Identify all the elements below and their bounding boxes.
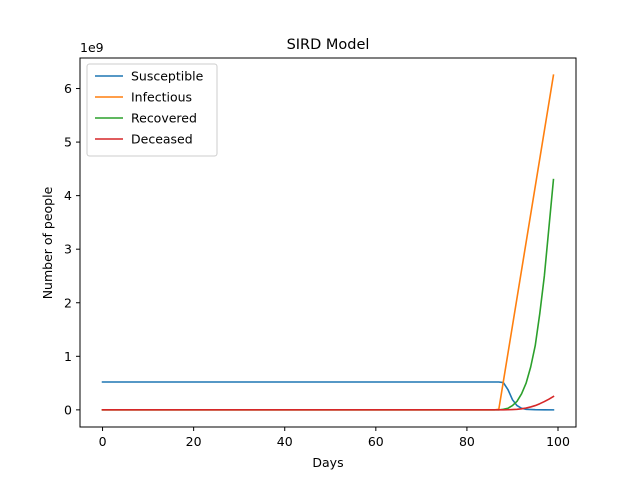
y-tick-label: 5 — [64, 135, 72, 150]
series-layer — [101, 74, 555, 411]
chart-title: SIRD Model — [287, 37, 370, 53]
series-line-susceptible — [101, 381, 555, 411]
x-axis-label: Days — [312, 455, 343, 470]
legend-box — [86, 63, 218, 157]
y-tick-label: 3 — [64, 242, 72, 257]
legend-label: Deceased — [131, 132, 193, 147]
x-tick-label: 80 — [459, 434, 475, 449]
x-tick-label: 0 — [99, 434, 107, 449]
plot-frame — [79, 57, 577, 428]
x-tick-label: 20 — [186, 434, 202, 449]
series-line-deceased — [101, 395, 555, 411]
tick-layer: 0 20 40 60 80 100 0 1 2 3 4 5 6 — [64, 81, 570, 449]
legend-label: Recovered — [131, 111, 197, 126]
x-tick-label: 60 — [368, 434, 384, 449]
legend: Susceptible Infectious Recovered Deceased — [86, 63, 218, 157]
y-offset-label: 1e9 — [80, 40, 104, 55]
y-tick-label: 4 — [64, 188, 72, 203]
y-tick-label: 1 — [64, 349, 72, 364]
x-tick-label: 40 — [277, 434, 293, 449]
legend-label: Infectious — [131, 90, 192, 105]
y-tick-label: 6 — [64, 81, 72, 96]
y-tick-label: 2 — [64, 295, 72, 310]
x-tick-label: 100 — [546, 434, 570, 449]
legend-label: Susceptible — [131, 69, 204, 84]
y-axis-label: Number of people — [40, 186, 55, 299]
y-tick-label: 0 — [64, 402, 72, 417]
